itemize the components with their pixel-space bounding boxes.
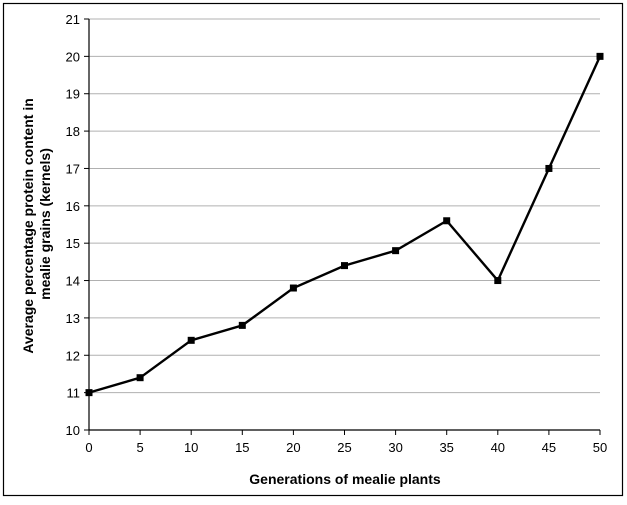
- x-tick-label: 30: [388, 440, 402, 455]
- x-tick-label: 45: [542, 440, 556, 455]
- y-tick-label: 10: [66, 423, 80, 438]
- gridlines: [89, 18, 600, 394]
- data-point: [187, 336, 195, 344]
- y-tick-label: 15: [66, 236, 80, 251]
- y-tick-label: 18: [66, 124, 80, 139]
- data-point: [494, 277, 502, 285]
- data-point: [85, 389, 93, 397]
- y-tick-label: 21: [66, 12, 80, 27]
- y-tick-label: 12: [66, 348, 80, 363]
- data-point: [136, 374, 144, 382]
- y-tick-label: 19: [66, 87, 80, 102]
- x-tick-label: 25: [337, 440, 351, 455]
- x-axis-title: Generations of mealie plants: [249, 471, 441, 487]
- data-point: [392, 247, 400, 255]
- x-tick-label: 10: [184, 440, 198, 455]
- y-tick-label: 11: [67, 386, 81, 401]
- data-point: [443, 217, 451, 225]
- data-point: [289, 284, 297, 292]
- data-point: [596, 52, 604, 60]
- outer-frame: [2, 2, 624, 497]
- y-tick-labels: 10 11 12 13 14 15 16 17 18 19 20 21: [66, 12, 80, 438]
- y-axis-title: Average percentage protein content in me…: [20, 94, 53, 353]
- data-point: [545, 164, 553, 172]
- series-layer: [85, 52, 604, 397]
- y-tick-label: 16: [66, 199, 80, 214]
- data-point: [238, 321, 246, 329]
- x-tick-label: 0: [85, 440, 92, 455]
- y-axis-title-line-1: Average percentage protein content in: [20, 98, 36, 353]
- y-tick-label: 13: [66, 311, 80, 326]
- x-tick-label: 15: [235, 440, 249, 455]
- y-tick-label: 14: [66, 274, 80, 289]
- x-tick-label: 35: [439, 440, 453, 455]
- x-tick-label: 5: [136, 440, 143, 455]
- x-tick-label: 50: [593, 440, 607, 455]
- y-axis-title-line-2: mealie grains (kernels): [37, 148, 53, 300]
- x-tick-label: 40: [491, 440, 505, 455]
- x-tick-label: 20: [286, 440, 300, 455]
- data-point: [341, 262, 348, 270]
- x-tick-labels: 0 5 10 15 20 25 30 35 40 45 50: [85, 440, 607, 455]
- y-tick-label: 20: [66, 49, 80, 64]
- y-tick-label: 17: [66, 161, 80, 176]
